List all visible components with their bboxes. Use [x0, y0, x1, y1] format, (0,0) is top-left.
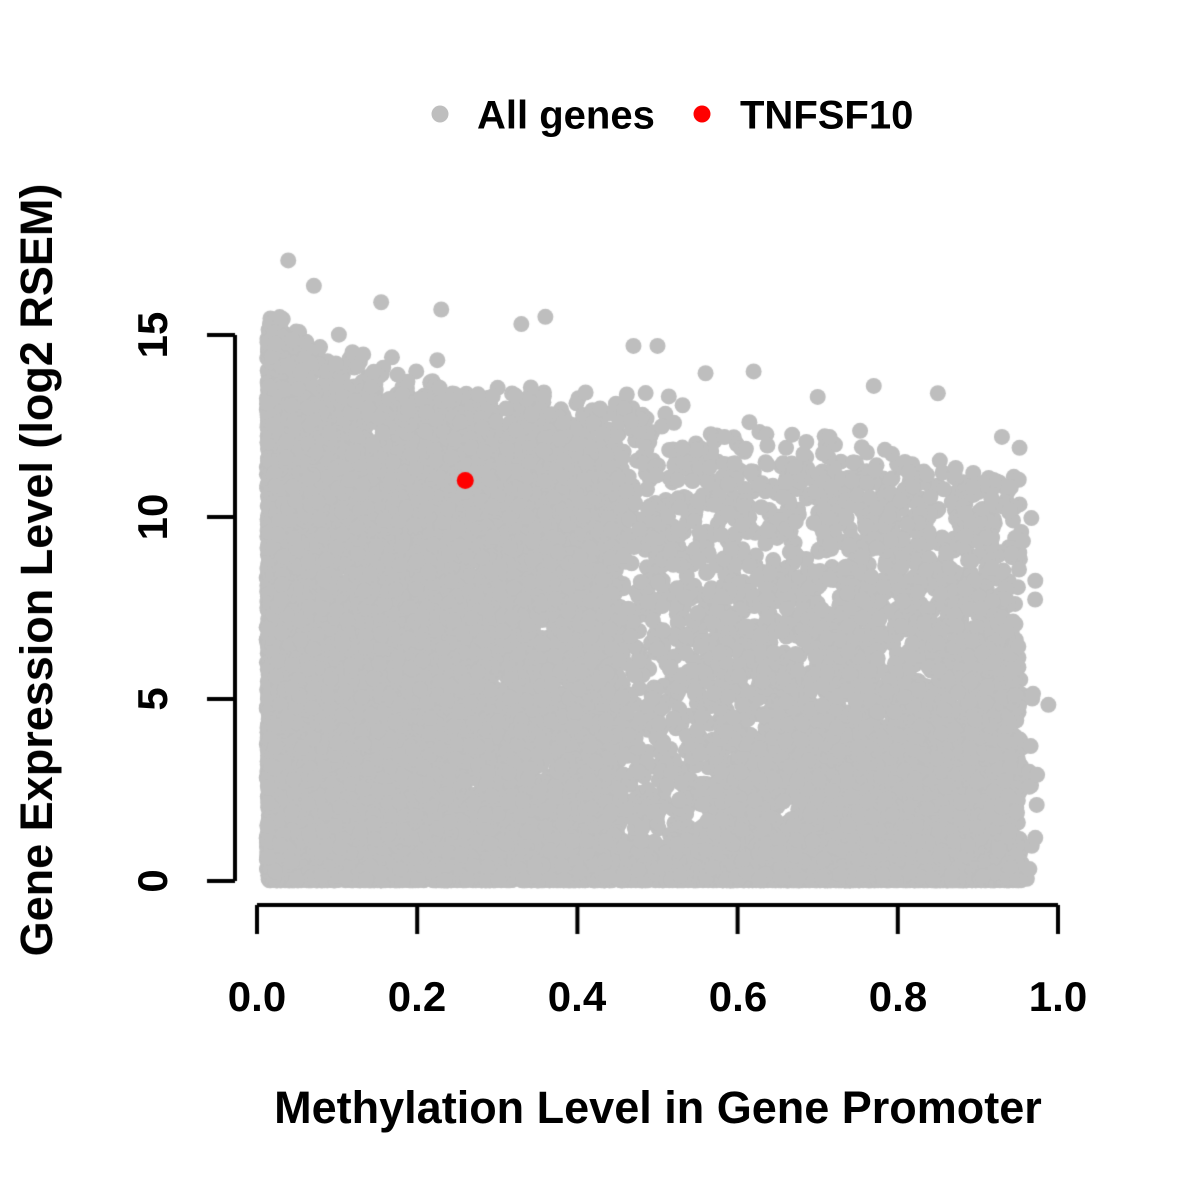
y-axis-title: Gene Expression Level (log2 RSEM)	[11, 183, 62, 957]
legend-all-genes-label: All genes	[477, 93, 655, 138]
x-tick-label-0.4: 0.4	[547, 973, 607, 1020]
legend-tnfsf10-dot-icon	[693, 105, 711, 123]
legend-all-genes-dot-icon	[431, 105, 449, 123]
x-axis-title: Methylation Level in Gene Promoter	[274, 1082, 1042, 1133]
y-tick-label-5: 5	[129, 687, 176, 711]
x-tick-label-0.8: 0.8	[868, 973, 928, 1020]
y-tick-label-10: 10	[129, 493, 176, 541]
x-tick-label-1.0: 1.0	[1028, 973, 1088, 1020]
x-tick-label-0.0: 0.0	[227, 973, 287, 1020]
y-tick-label-0: 0	[129, 869, 176, 893]
y-tick-label-15: 15	[129, 311, 176, 359]
legend-tnfsf10-label: TNFSF10	[740, 93, 914, 138]
x-tick-label-0.2: 0.2	[387, 973, 447, 1020]
x-tick-label-0.6: 0.6	[708, 973, 768, 1020]
